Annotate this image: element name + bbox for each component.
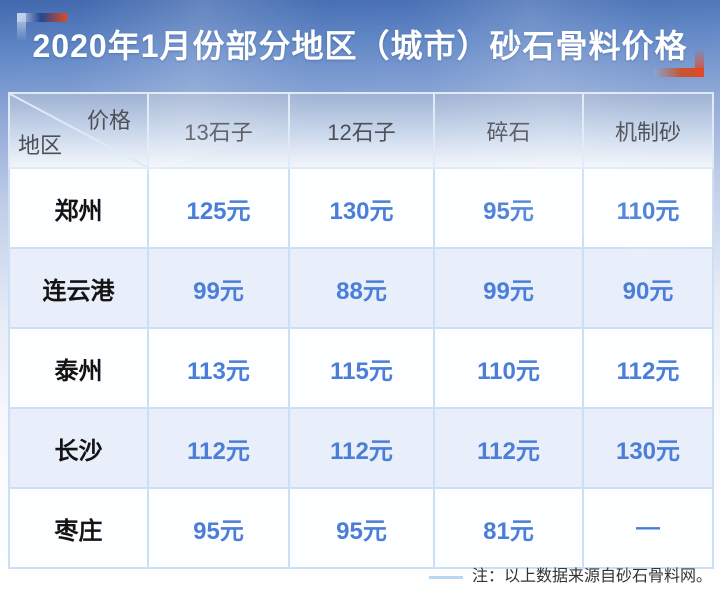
price-cell: 115元 <box>288 327 435 409</box>
price-cell: 99元 <box>433 247 584 329</box>
price-cell: 112元 <box>582 327 714 409</box>
price-cell: 130元 <box>288 167 435 249</box>
price-cell: 112元 <box>147 407 290 489</box>
price-cell: 112元 <box>288 407 435 489</box>
title-bracket-top-left-icon <box>16 13 67 40</box>
price-cell: 112元 <box>433 407 584 489</box>
column-header-jizhisha: 机制砂 <box>582 92 714 169</box>
table-row-lianyungang: 连云港 99元 88元 99元 90元 <box>8 247 714 329</box>
city-cell: 长沙 <box>8 407 149 489</box>
column-header-12shizi: 12石子 <box>288 92 435 169</box>
column-header-suishi: 碎石 <box>433 92 584 169</box>
price-cell: 125元 <box>147 167 290 249</box>
price-cell: 95元 <box>147 487 290 569</box>
column-header-13shizi: 13石子 <box>147 92 290 169</box>
price-cell: 90元 <box>582 247 714 329</box>
price-cell: 88元 <box>288 247 435 329</box>
table-row-zhengzhou: 郑州 125元 130元 95元 110元 <box>8 167 714 249</box>
note-dash-icon <box>428 575 463 579</box>
corner-label-price: 价格 <box>86 108 131 133</box>
title-bracket-bottom-right-icon <box>653 50 704 77</box>
price-table: 价格 地区 13石子 12石子 碎石 机制砂 郑州 125元 130元 95元 … <box>8 92 714 569</box>
table-header-row: 价格 地区 13石子 12石子 碎石 机制砂 <box>8 92 714 169</box>
city-cell: 枣庄 <box>8 487 149 569</box>
table-row-zaozhuang: 枣庄 95元 95元 81元 — <box>8 487 714 569</box>
price-cell: 130元 <box>582 407 714 489</box>
price-cell: 95元 <box>433 167 584 249</box>
price-cell: 110元 <box>582 167 714 249</box>
city-cell: 郑州 <box>8 167 149 249</box>
table-row-taizhou: 泰州 113元 115元 110元 112元 <box>8 327 714 409</box>
footer-note-row: 注：以上数据来源自砂石骨料网。 <box>428 566 712 588</box>
price-cell: 99元 <box>147 247 290 329</box>
page-title: 2020年1月份部分地区（城市）砂石骨料价格 <box>32 28 688 64</box>
corner-header-cell: 价格 地区 <box>8 92 149 169</box>
price-cell: 81元 <box>433 487 584 569</box>
city-cell: 连云港 <box>8 247 149 329</box>
price-cell: 95元 <box>288 487 435 569</box>
table-row-changsha: 长沙 112元 112元 112元 130元 <box>8 407 714 489</box>
diagonal-divider-line <box>10 94 147 167</box>
page-header: 2020年1月份部分地区（城市）砂石骨料价格 <box>0 0 720 92</box>
price-cell: 110元 <box>433 327 584 409</box>
price-cell: — <box>582 487 714 569</box>
city-cell: 泰州 <box>8 327 149 409</box>
footer-note: 注：以上数据来源自砂石骨料网。 <box>471 568 712 585</box>
corner-label-region: 地区 <box>18 133 63 158</box>
price-cell: 113元 <box>147 327 290 409</box>
